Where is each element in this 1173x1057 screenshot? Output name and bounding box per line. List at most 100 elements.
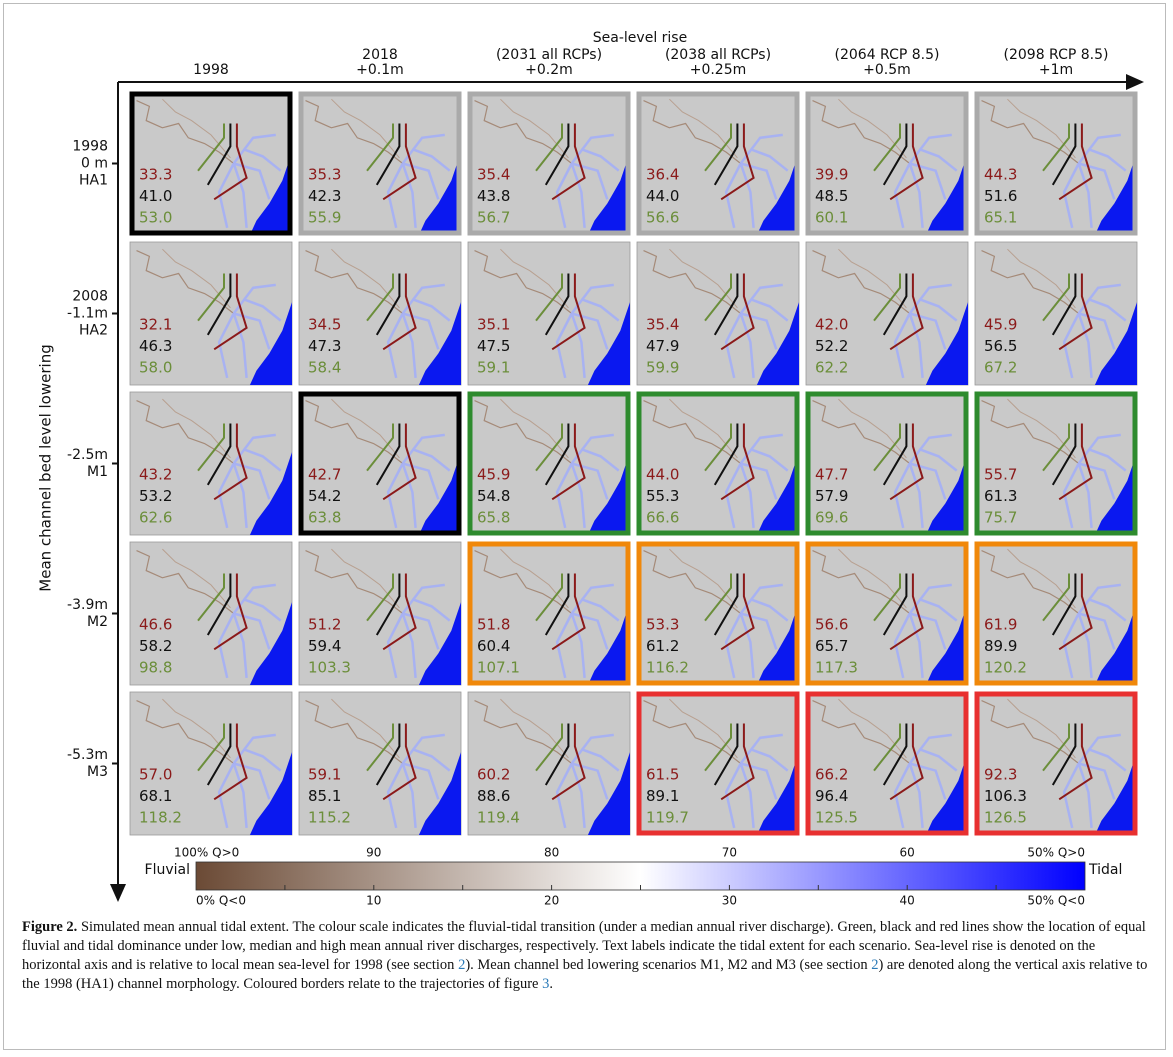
line-median (882, 723, 908, 786)
tidal-extent-label: 66.2 (815, 765, 848, 783)
line-high (551, 273, 586, 351)
channel (1077, 163, 1093, 228)
tidal-extent-label: 55.9 (308, 208, 341, 226)
map-panel: 46.6 58.2 98.8 (129, 541, 293, 686)
column-label: (2031 all RCPs) (496, 47, 602, 63)
channel (893, 162, 911, 229)
river (162, 698, 231, 759)
line-low (704, 573, 732, 622)
line-median (375, 423, 401, 486)
line-median (713, 123, 739, 186)
line-low (535, 123, 563, 172)
row-label: M2 (87, 614, 108, 630)
map-panel: 35.4 47.9 59.9 (636, 241, 800, 386)
tidal-extent-label: 46.3 (139, 337, 172, 355)
line-low (1042, 423, 1070, 472)
channel (411, 598, 451, 622)
channel (555, 462, 573, 529)
channel (908, 763, 924, 829)
line-median (375, 573, 401, 636)
tidal-extent-label: 44.0 (646, 187, 679, 205)
map-panel: 51.2 59.4 103.3 (298, 541, 462, 686)
caption: Figure 2. Simulated mean annual tidal ex… (22, 918, 1150, 994)
tidal-extent-label: 43.8 (477, 187, 510, 205)
line-median (713, 723, 739, 786)
channel (242, 148, 282, 172)
x-axis-title: Sea-level rise (593, 30, 687, 46)
sea (1094, 302, 1137, 385)
tidal-extent-label: 61.3 (984, 487, 1017, 505)
line-median (206, 573, 232, 636)
tidal-extent-label: 116.2 (646, 658, 689, 676)
panel-border (805, 691, 969, 836)
river (331, 548, 400, 609)
line-low (197, 123, 225, 172)
river (1007, 98, 1076, 159)
line-median (544, 123, 570, 186)
line-low (535, 423, 563, 472)
map-panel: 45.9 54.8 65.8 (467, 391, 631, 536)
row-label: -2.5m (67, 447, 108, 463)
river (838, 248, 907, 309)
tidal-extent-label: 35.4 (646, 315, 679, 333)
map-panel: 61.5 89.1 119.7 (636, 691, 800, 836)
river (162, 98, 231, 159)
tidal-extent-label: 44.3 (984, 165, 1017, 183)
tidal-extent-label: 47.5 (477, 337, 510, 355)
tidal-extent-label: 66.6 (646, 508, 679, 526)
line-low (366, 723, 394, 772)
line-low (873, 573, 901, 622)
sea (587, 602, 630, 685)
channel (1087, 598, 1127, 622)
caption-link[interactable]: 2 (871, 957, 879, 973)
tidal-extent-label: 57.9 (815, 487, 848, 505)
line-median (1051, 273, 1077, 336)
line-high (551, 423, 586, 501)
column-label: 2018 (362, 47, 398, 63)
channel (232, 763, 248, 829)
sea (587, 752, 630, 835)
map-panel: 56.6 65.7 117.3 (805, 541, 969, 686)
line-median (1051, 123, 1077, 186)
tidal-extent-label: 56.6 (815, 615, 848, 633)
channel (242, 298, 282, 322)
sea (587, 152, 630, 235)
tidal-extent-label: 61.5 (646, 765, 679, 783)
river (1007, 248, 1076, 309)
line-high (889, 573, 924, 651)
channel (1062, 462, 1080, 529)
line-median (882, 423, 908, 486)
tidal-extent-label: 56.5 (984, 337, 1017, 355)
map-panel: 36.4 44.0 56.6 (636, 91, 800, 236)
caption-link[interactable]: 3 (542, 976, 550, 992)
panel-background (467, 691, 631, 836)
map-panel: 55.7 61.3 75.7 (974, 391, 1138, 536)
colorbar-bottom-label: 0% Q<0 (196, 894, 246, 908)
line-high (213, 273, 248, 351)
tidal-extent-label: 43.2 (139, 465, 172, 483)
tidal-extent-label: 60.1 (815, 208, 848, 226)
row-label: -1.1m (67, 306, 108, 322)
channel (724, 162, 742, 229)
panel-border (467, 541, 631, 686)
map-panel: 34.5 47.3 58.4 (298, 241, 462, 386)
line-median (713, 273, 739, 336)
tidal-extent-label: 61.9 (984, 615, 1017, 633)
map-panel: 32.1 46.3 58.0 (129, 241, 293, 386)
channel (411, 148, 451, 172)
tidal-extent-label: 126.5 (984, 808, 1027, 826)
channel (724, 762, 742, 829)
line-low (873, 423, 901, 472)
sea (418, 752, 461, 835)
line-high (1058, 423, 1093, 501)
tidal-extent-label: 34.5 (308, 315, 341, 333)
map-panel: 45.9 56.5 67.2 (974, 241, 1138, 386)
caption-link[interactable]: 2 (458, 957, 466, 973)
channel (232, 463, 248, 529)
line-high (720, 123, 755, 201)
tidal-extent-label: 45.9 (984, 315, 1017, 333)
river (500, 398, 569, 459)
line-median (882, 273, 908, 336)
tidal-extent-label: 60.4 (477, 637, 510, 655)
sea (1094, 602, 1137, 685)
